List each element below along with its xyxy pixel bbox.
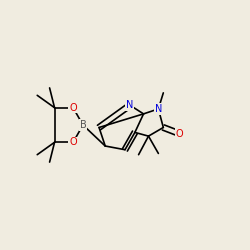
Text: N: N [126,100,134,110]
Text: O: O [69,103,77,113]
Text: O: O [69,137,77,147]
Text: B: B [80,120,86,130]
Text: O: O [176,129,183,139]
Text: N: N [155,104,162,114]
